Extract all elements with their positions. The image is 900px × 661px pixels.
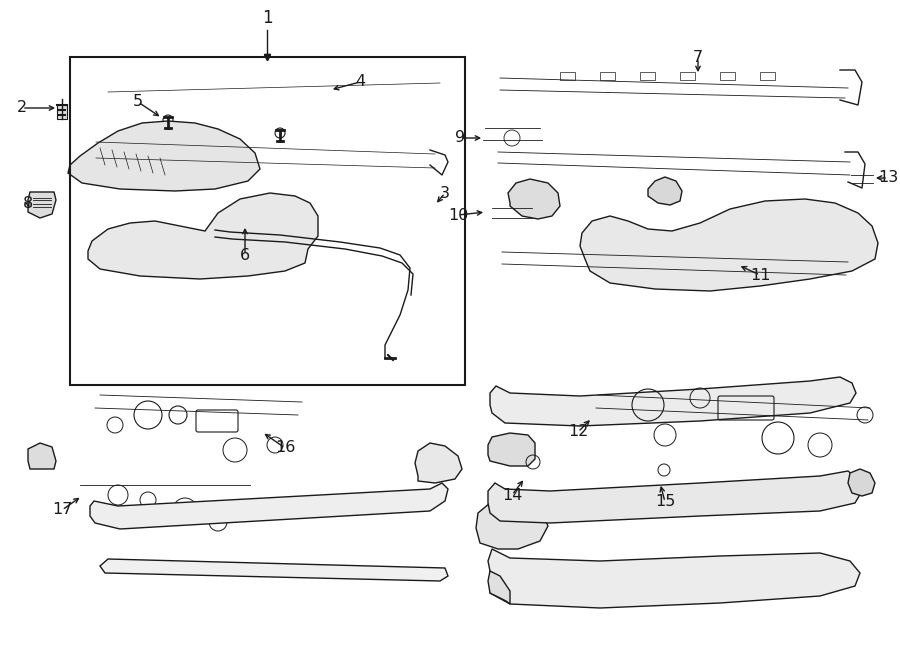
Polygon shape bbox=[476, 499, 548, 549]
Text: 10: 10 bbox=[448, 208, 468, 223]
Text: 1: 1 bbox=[262, 9, 273, 27]
Text: 6: 6 bbox=[240, 247, 250, 262]
Text: 4: 4 bbox=[355, 75, 365, 89]
Polygon shape bbox=[848, 469, 875, 496]
Bar bbox=[680, 72, 695, 80]
Bar bbox=[640, 72, 655, 80]
Text: 14: 14 bbox=[502, 488, 522, 502]
Polygon shape bbox=[28, 443, 56, 469]
Text: 2: 2 bbox=[17, 100, 27, 116]
Bar bbox=[57, 105, 67, 119]
Text: 12: 12 bbox=[568, 424, 589, 440]
Bar bbox=[760, 72, 775, 80]
Text: 13: 13 bbox=[878, 171, 898, 186]
Text: 17: 17 bbox=[52, 502, 72, 518]
Polygon shape bbox=[490, 377, 856, 426]
Bar bbox=[720, 72, 735, 80]
Polygon shape bbox=[28, 192, 56, 218]
Text: 5: 5 bbox=[133, 95, 143, 110]
Polygon shape bbox=[488, 571, 510, 604]
Bar bbox=[560, 72, 575, 80]
Text: 11: 11 bbox=[750, 268, 770, 282]
Text: 16: 16 bbox=[274, 440, 295, 455]
Text: 7: 7 bbox=[693, 50, 703, 65]
Text: 8: 8 bbox=[22, 196, 33, 212]
Polygon shape bbox=[580, 199, 878, 291]
Polygon shape bbox=[415, 443, 462, 483]
Text: 15: 15 bbox=[655, 494, 675, 510]
Polygon shape bbox=[68, 121, 260, 191]
Polygon shape bbox=[88, 193, 318, 279]
Polygon shape bbox=[488, 549, 860, 608]
Polygon shape bbox=[648, 177, 682, 205]
Polygon shape bbox=[488, 433, 535, 466]
Text: 3: 3 bbox=[440, 186, 450, 200]
Polygon shape bbox=[508, 179, 560, 219]
Bar bbox=[600, 72, 615, 80]
Polygon shape bbox=[488, 471, 862, 523]
Text: 9: 9 bbox=[454, 130, 465, 145]
Bar bbox=[70, 57, 465, 385]
Polygon shape bbox=[100, 559, 448, 581]
Polygon shape bbox=[90, 483, 448, 529]
